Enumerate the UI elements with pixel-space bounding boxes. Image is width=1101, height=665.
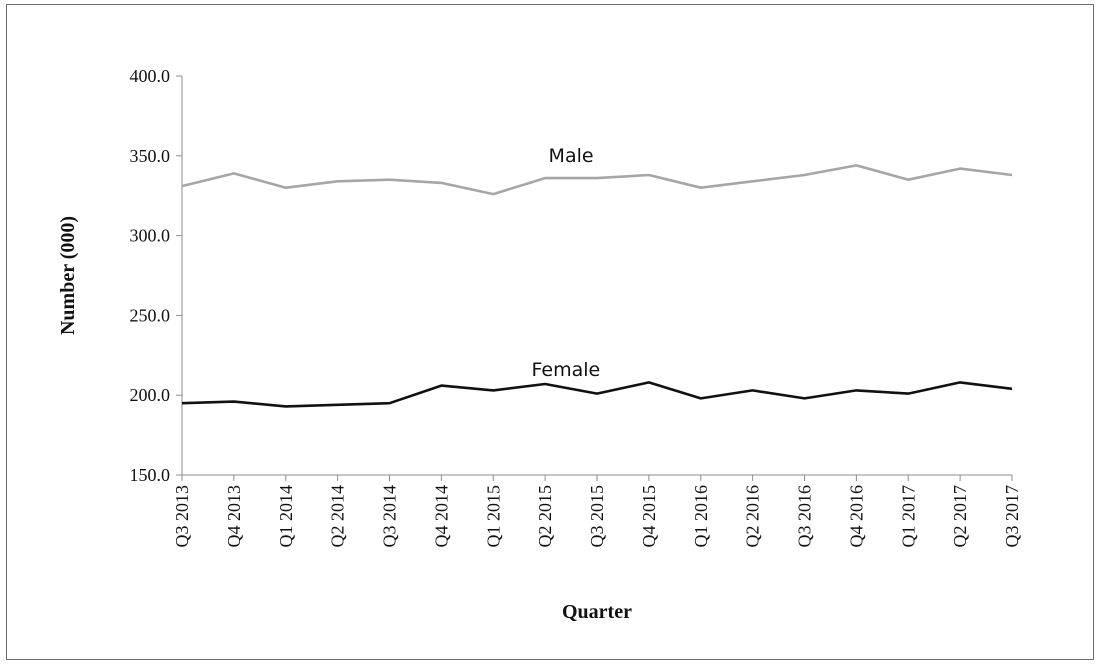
x-tick-label: Q1 2017 [898, 485, 918, 548]
x-tick-label: Q1 2014 [276, 485, 296, 548]
series-line-male [181, 164, 1013, 196]
x-tick-label: Q2 2017 [950, 485, 970, 548]
x-axis-title: Quarter [562, 601, 632, 623]
series-label-male: Male [549, 145, 594, 167]
y-tick-label: 150.0 [130, 465, 171, 485]
x-tick-label: Q2 2016 [743, 485, 763, 548]
x-tick-label: Q3 2017 [1002, 485, 1022, 548]
chart-frame [6, 4, 1094, 660]
x-tick-label: Q4 2016 [846, 485, 866, 548]
x-tick-label: Q4 2013 [224, 485, 244, 548]
x-tick-label: Q3 2016 [795, 485, 815, 548]
x-tick-labels: Q3 2013 Q4 2013 Q1 2014 Q2 2014 Q3 2014 Q4 20… [172, 485, 1022, 548]
x-tick-label: Q4 2015 [639, 485, 659, 548]
x-tick-label: Q4 2014 [431, 485, 451, 548]
y-tick-label: 400.0 [130, 66, 171, 86]
axes [176, 75, 1013, 481]
x-tick-label: Q2 2015 [535, 485, 555, 548]
y-tick-labels: 150.0 200.0 250.0 300.0 350.0 400.0 [130, 66, 171, 485]
x-tick-label: Q1 2015 [483, 485, 503, 548]
y-tick-label: 250.0 [130, 305, 171, 325]
x-tick-label: Q3 2014 [380, 485, 400, 548]
series-lines [181, 164, 1013, 408]
x-tick-label: Q2 2014 [328, 485, 348, 548]
series-label-female: Female [532, 359, 601, 381]
y-tick-label: 200.0 [130, 385, 171, 405]
y-tick-label: 350.0 [130, 146, 171, 166]
x-tick-label: Q3 2015 [587, 485, 607, 548]
series-labels: Male Female [532, 145, 601, 381]
y-tick-label: 300.0 [130, 226, 171, 246]
series-line-female [181, 381, 1013, 408]
x-tick-label: Q3 2013 [172, 485, 192, 548]
y-axis-title: Number (000) [57, 216, 79, 335]
x-tick-label: Q1 2016 [691, 485, 711, 548]
